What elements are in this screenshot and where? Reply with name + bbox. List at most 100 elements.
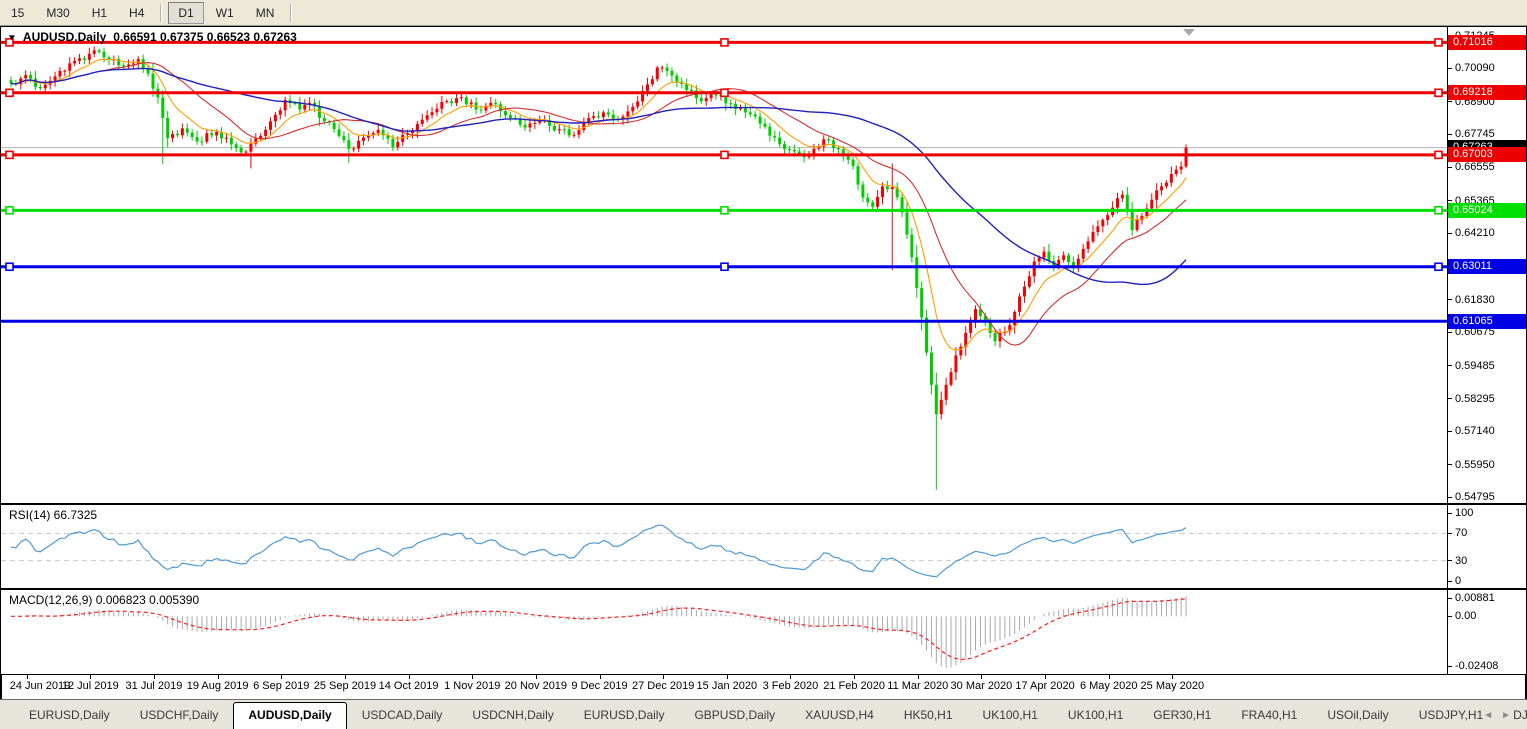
rsi-tick-mark bbox=[1448, 560, 1452, 562]
macd-signal-line bbox=[11, 598, 1187, 661]
timeframe-button-d1[interactable]: D1 bbox=[168, 1, 204, 24]
line-handle[interactable] bbox=[1434, 38, 1443, 47]
chart-tab-ger30-h1[interactable]: GER30,H1 bbox=[1153, 708, 1212, 722]
macd-indicator-panel[interactable]: MACD(12,26,9) 0.006823 0.005390 0.00881 0… bbox=[1, 589, 1526, 675]
chart-tab-usdcnh-daily[interactable]: USDCNH,Daily bbox=[472, 708, 554, 722]
candle-body bbox=[621, 116, 625, 120]
chart-tab-usdjpy-h1[interactable]: USDJPY,H1 bbox=[1418, 708, 1484, 722]
chart-tab-usdchf-daily[interactable]: USDCHF,Daily bbox=[139, 708, 219, 722]
chart-shift-marker-icon[interactable] bbox=[1183, 29, 1195, 36]
candle-body bbox=[479, 109, 483, 111]
tab-scroll-left-icon[interactable]: ◄ bbox=[1483, 710, 1502, 721]
candle-body bbox=[362, 137, 366, 141]
chart-symbol: AUDUSD,Daily bbox=[22, 30, 107, 44]
line-handle[interactable] bbox=[720, 262, 729, 272]
date-tick-mark bbox=[726, 675, 728, 679]
candle-body bbox=[597, 116, 601, 118]
line-handle[interactable] bbox=[5, 206, 14, 215]
line-handle[interactable] bbox=[1434, 206, 1443, 215]
date-label: 24 Jun 2019 bbox=[9, 680, 71, 692]
candle-body bbox=[401, 134, 405, 142]
candle-body bbox=[934, 384, 938, 415]
timeframe-button-h4[interactable]: H4 bbox=[129, 5, 145, 20]
candle-body bbox=[533, 122, 537, 124]
line-handle[interactable] bbox=[720, 38, 729, 47]
chart-tab-eurusd-daily[interactable]: EURUSD,Daily bbox=[29, 708, 110, 722]
price-tick-mark bbox=[1448, 133, 1452, 135]
line-handle[interactable] bbox=[5, 88, 14, 98]
candle-body bbox=[161, 97, 165, 118]
price-tick-label: 0.67745 bbox=[1455, 128, 1495, 141]
date-label: 9 Dec 2019 bbox=[571, 680, 628, 692]
candle-body bbox=[675, 75, 679, 82]
timeframe-button-m30[interactable]: M30 bbox=[46, 5, 70, 20]
candle-body bbox=[876, 196, 880, 207]
price-tick-label: 0.66555 bbox=[1455, 161, 1495, 174]
candle-body bbox=[582, 122, 586, 131]
line-handle[interactable] bbox=[1434, 88, 1443, 98]
line-handle[interactable] bbox=[1434, 150, 1443, 160]
timeframe-button-15[interactable]: 15 bbox=[11, 5, 25, 20]
candle-body bbox=[332, 122, 336, 130]
chart-tab-eurusd-daily[interactable]: EURUSD,Daily bbox=[583, 708, 665, 722]
candle-body bbox=[768, 126, 772, 136]
line-handle[interactable] bbox=[1434, 262, 1443, 272]
line-handle[interactable] bbox=[720, 88, 729, 98]
date-label: 25 May 2020 bbox=[1140, 680, 1205, 692]
timeframe-button-w1[interactable]: W1 bbox=[215, 5, 234, 20]
candle-body bbox=[929, 352, 933, 385]
chart-tab-uk100-h1[interactable]: UK100,H1 bbox=[982, 708, 1038, 722]
candle-body bbox=[753, 114, 757, 117]
candle-body bbox=[905, 212, 909, 235]
date-tick-mark bbox=[599, 675, 601, 679]
rsi-indicator-panel[interactable]: RSI(14) 66.7325 100 70 30 0 bbox=[1, 504, 1526, 589]
candle-body bbox=[38, 86, 42, 89]
date-tick-mark bbox=[981, 675, 983, 679]
date-label: 1 Nov 2019 bbox=[444, 680, 501, 692]
candle-body bbox=[523, 124, 527, 128]
timeframe-button-mn[interactable]: MN bbox=[255, 5, 275, 20]
chart-tab-fra40-h1[interactable]: FRA40,H1 bbox=[1241, 708, 1298, 722]
chevron-down-icon[interactable]: ▼ bbox=[6, 32, 18, 42]
timeframe-toolbar: 15 M30 H1 H4 D1 W1 MN bbox=[0, 0, 1527, 26]
rsi-axis-line bbox=[1447, 505, 1448, 588]
macd-canvas[interactable] bbox=[1, 590, 1447, 674]
candle-body bbox=[220, 131, 224, 139]
date-tick-mark bbox=[663, 675, 665, 679]
candle-body bbox=[1135, 220, 1139, 231]
candle-body bbox=[303, 104, 307, 110]
tab-scroll-arrows: ◄► bbox=[1483, 710, 1519, 721]
timeframe-button-h1[interactable]: H1 bbox=[91, 5, 108, 20]
candle-body bbox=[264, 129, 268, 136]
chart-ohlc-values: 0.66591 0.67375 0.66523 0.67263 bbox=[113, 30, 297, 44]
rsi-canvas[interactable] bbox=[1, 505, 1447, 588]
candle-body bbox=[548, 120, 552, 126]
line-handle[interactable] bbox=[720, 206, 729, 215]
line-handle[interactable] bbox=[720, 150, 729, 160]
chart-tab-uk100-h1[interactable]: UK100,H1 bbox=[1067, 708, 1124, 722]
chart-tab-audusd-daily[interactable]: AUDUSD,Daily bbox=[233, 702, 347, 729]
candle-body bbox=[24, 75, 28, 79]
line-price-badge-0.71016: 0.71016 bbox=[1448, 34, 1526, 50]
chart-tab-xauusd-h4[interactable]: XAUUSD,H4 bbox=[805, 708, 874, 722]
candle-body bbox=[1130, 211, 1134, 231]
candle-body bbox=[606, 112, 610, 115]
line-handle[interactable] bbox=[5, 38, 14, 47]
date-axis[interactable]: 24 Jun 2019 12 Jul 2019 31 Jul 2019 19 Aug … bbox=[1, 675, 1526, 699]
candle-body bbox=[185, 128, 189, 133]
chart-tab-usoil-daily[interactable]: USOil,Daily bbox=[1327, 708, 1389, 722]
line-handle[interactable] bbox=[5, 262, 14, 272]
macd-label: MACD(12,26,9) 0.006823 0.005390 bbox=[9, 593, 200, 607]
line-handle[interactable] bbox=[5, 150, 14, 160]
chart-tab-hk50-h1[interactable]: HK50,H1 bbox=[903, 708, 953, 722]
price-tick-label: 0.61830 bbox=[1455, 293, 1495, 306]
candle-body bbox=[175, 134, 179, 136]
chart-tab-usdcad-daily[interactable]: USDCAD,Daily bbox=[361, 708, 443, 722]
chart-tab-dj30-h1[interactable]: DJ30,H1 bbox=[1513, 708, 1527, 722]
chart-tab-gbpusd-daily[interactable]: GBPUSD,Daily bbox=[694, 708, 776, 722]
tab-scroll-right-icon[interactable]: ► bbox=[1501, 710, 1519, 721]
price-chart-panel[interactable]: ▼ AUDUSD,Daily 0.66591 0.67375 0.66523 0… bbox=[1, 26, 1526, 504]
candle-body bbox=[964, 332, 968, 347]
candle-body bbox=[724, 95, 728, 104]
candlestick-canvas[interactable] bbox=[1, 27, 1447, 503]
